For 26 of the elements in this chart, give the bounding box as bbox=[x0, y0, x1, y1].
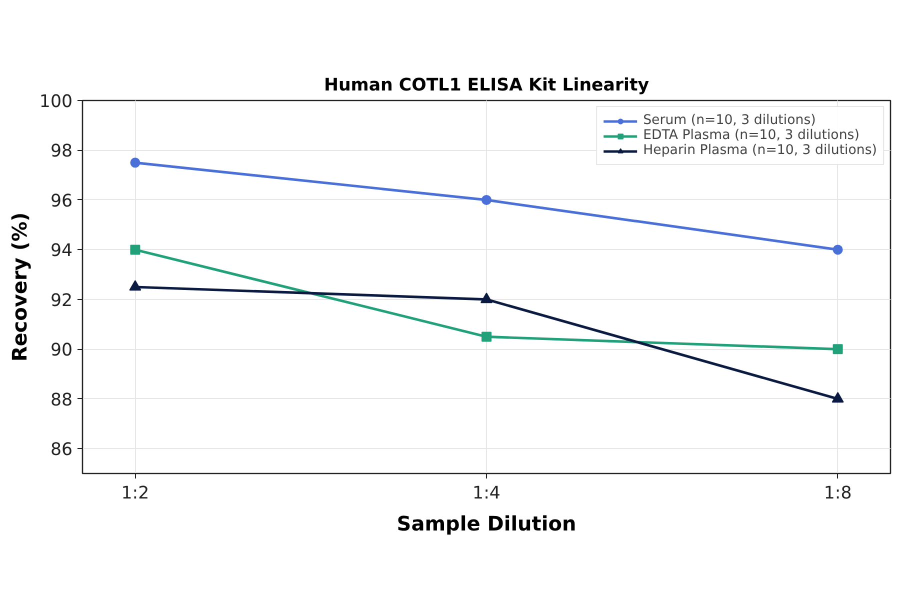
point bbox=[832, 344, 843, 354]
legend-label: EDTA Plasma (n=10, 3 dilutions) bbox=[643, 128, 860, 143]
point bbox=[482, 194, 492, 205]
y-tick-label: 96 bbox=[50, 191, 73, 212]
point bbox=[130, 158, 140, 168]
point bbox=[130, 244, 140, 255]
point bbox=[832, 244, 843, 255]
x-tick-label: 1:4 bbox=[472, 484, 500, 504]
point bbox=[129, 280, 142, 291]
y-tick-label: 88 bbox=[50, 390, 73, 410]
legend-label: Serum (n=10, 3 dilutions) bbox=[643, 113, 816, 128]
point bbox=[480, 292, 492, 304]
x-tick-label: 1:8 bbox=[824, 484, 852, 504]
y-axis-title: Recovery (%) bbox=[7, 212, 32, 362]
x-tick-label: 1:2 bbox=[121, 484, 150, 504]
chart-title: Human COTL1 ELISA Kit Linearity bbox=[324, 76, 650, 96]
y-tick-label: 92 bbox=[50, 290, 73, 311]
y-tick-label: 100 bbox=[39, 92, 73, 112]
y-tick-label: 86 bbox=[50, 440, 73, 460]
x-axis-title: Sample Dilution bbox=[396, 512, 576, 536]
y-tick-label: 90 bbox=[50, 340, 73, 361]
point bbox=[482, 332, 492, 342]
point bbox=[832, 392, 844, 403]
legend-label: Heparin Plasma (n=10, 3 dilutions) bbox=[643, 143, 877, 158]
y-tick-label: 94 bbox=[50, 241, 73, 262]
y-tick-label: 98 bbox=[50, 142, 73, 162]
